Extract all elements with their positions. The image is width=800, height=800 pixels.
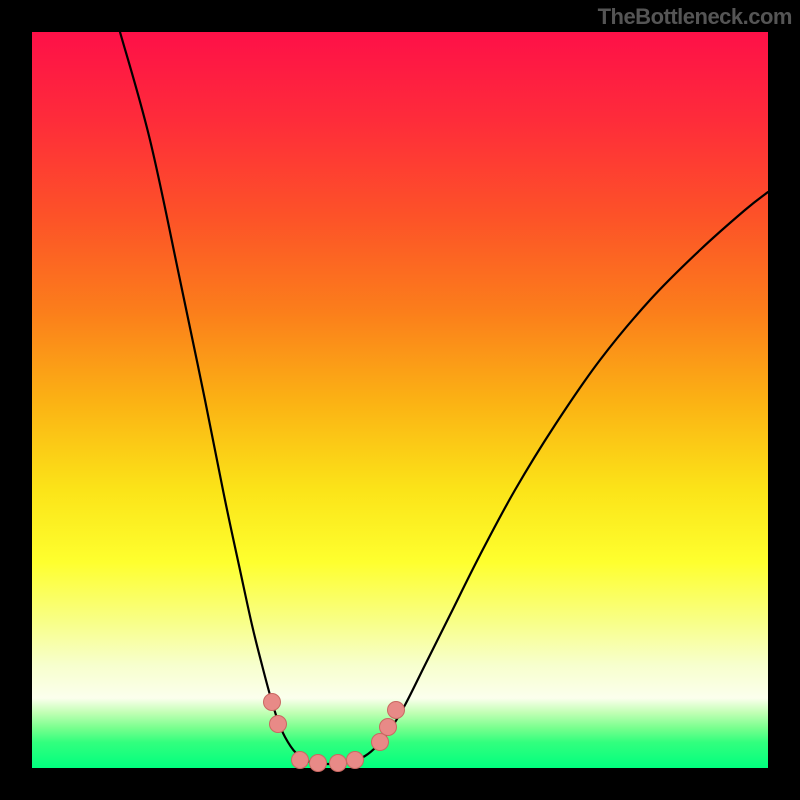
data-marker [270, 716, 287, 733]
data-marker [310, 755, 327, 772]
data-marker [372, 734, 389, 751]
gradient-background [32, 32, 768, 768]
data-marker [292, 752, 309, 769]
data-marker [380, 719, 397, 736]
data-marker [264, 694, 281, 711]
watermark-text: TheBottleneck.com [598, 4, 792, 30]
data-marker [347, 752, 364, 769]
bottleneck-chart [0, 0, 800, 800]
data-marker [330, 755, 347, 772]
chart-container: TheBottleneck.com [0, 0, 800, 800]
data-marker [388, 702, 405, 719]
